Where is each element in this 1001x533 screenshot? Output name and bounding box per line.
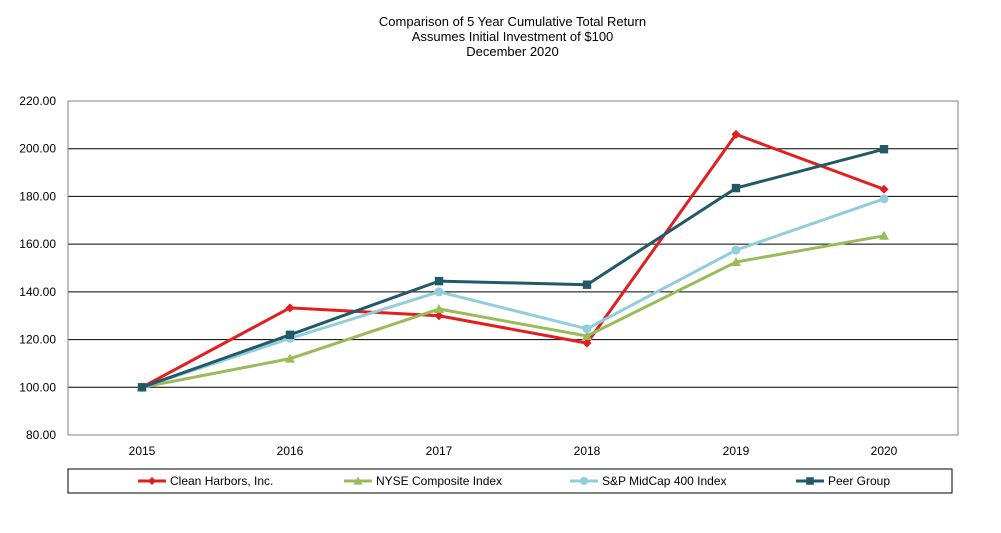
data-point (731, 245, 741, 255)
data-point (434, 304, 444, 314)
x-axis: 2015 2016 2017 2018 2019 2020 (129, 444, 898, 458)
data-point (879, 194, 889, 204)
y-tick-label: 200.00 (19, 142, 56, 156)
series-line (141, 147, 885, 389)
data-point (285, 330, 295, 339)
data-point (434, 311, 444, 321)
y-tick-label: 140.00 (19, 285, 56, 299)
legend-label: Peer Group (828, 474, 890, 488)
x-tick-label: 2020 (871, 444, 898, 458)
y-tick-label: 220.00 (19, 94, 56, 108)
y-tick-label: 120.00 (19, 333, 56, 347)
plot-area-border (67, 100, 959, 436)
series-line (141, 132, 885, 389)
data-point (434, 287, 444, 297)
data-point (879, 144, 889, 154)
grid-lines (68, 148, 958, 388)
legend-label: Clean Harbors, Inc. (170, 474, 273, 488)
x-tick-label: 2018 (574, 444, 601, 458)
series-s-p-midcap-400-index (137, 194, 889, 392)
data-point (879, 184, 889, 194)
legend: Clean Harbors, Inc. NYSE Composite Index S… (138, 474, 890, 488)
y-tick-label: 80.00 (26, 428, 56, 442)
legend-marker (147, 476, 157, 486)
legend-marker (579, 476, 589, 486)
series-peer-group (137, 144, 889, 392)
series-line (141, 234, 885, 389)
legend-marker (353, 476, 363, 485)
legend-item: S&P MidCap 400 Index (570, 474, 727, 488)
legend-marker (806, 477, 814, 485)
data-point (434, 276, 444, 286)
legend-label: S&P MidCap 400 Index (602, 474, 727, 488)
data-point (137, 383, 147, 392)
chart-subtitle-date: December 2020 (466, 44, 559, 59)
data-point (285, 353, 295, 363)
data-point (582, 324, 592, 334)
legend-item: Peer Group (796, 474, 890, 488)
x-tick-label: 2016 (277, 444, 304, 458)
y-axis: 80.00 100.00 120.00 140.00 160.00 180.00 200.0… (19, 94, 56, 442)
data-point (582, 280, 592, 289)
data-point (879, 230, 889, 240)
data-point (731, 183, 741, 193)
data-point (731, 257, 741, 267)
data-point (582, 330, 592, 340)
chart-titles: Comparison of 5 Year Cumulative Total Re… (0, 14, 1001, 59)
chart-subtitle: Assumes Initial Investment of $100 (411, 29, 614, 44)
y-tick-label: 160.00 (19, 237, 56, 251)
data-point (582, 338, 592, 348)
data-point (285, 303, 295, 313)
y-tick-label: 180.00 (19, 189, 56, 203)
y-tick-label: 100.00 (19, 380, 56, 394)
chart-title: Comparison of 5 Year Cumulative Total Re… (378, 14, 647, 29)
x-tick-label: 2015 (129, 444, 156, 458)
legend-item: Clean Harbors, Inc. (138, 474, 273, 488)
x-tick-label: 2019 (723, 444, 750, 458)
data-point (731, 129, 741, 139)
series-line (141, 197, 885, 389)
legend-label: NYSE Composite Index (376, 474, 502, 488)
series-layer (137, 129, 889, 392)
legend-item: NYSE Composite Index (344, 474, 502, 488)
x-tick-label: 2017 (426, 444, 453, 458)
